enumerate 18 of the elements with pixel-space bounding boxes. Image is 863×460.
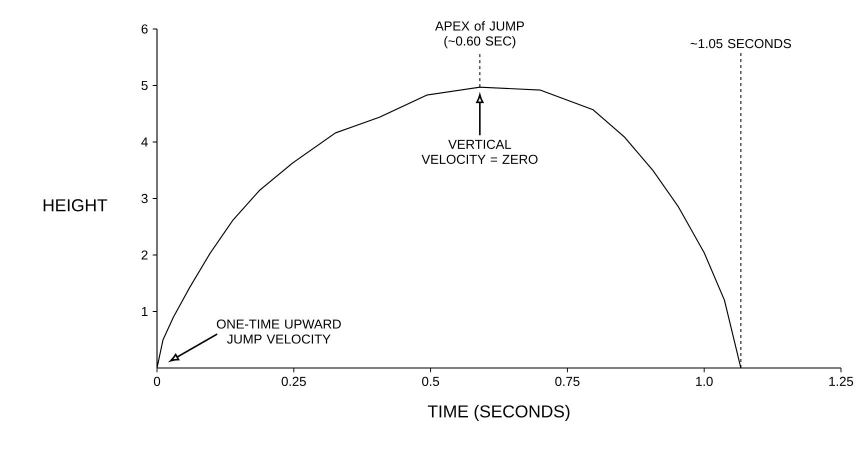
y-tick-label: 2 [142,250,148,260]
y-axis-title: HEIGHT [44,199,108,212]
x-tick-label: 0 [154,376,160,386]
x-tick-label: 0.75 [555,376,580,386]
y-tick-label: 3 [141,194,148,204]
y-tick-label: 5 [141,80,148,90]
x-tick-label: 0.5 [422,376,440,386]
annotation: ONE-TIME UPWARD JUMP VELOCITY [216,319,341,344]
ref-line-label: ~1.05 SECONDS [690,38,792,48]
x-axis-title: TIME (SECONDS) [428,404,570,421]
x-tick-label: 1.0 [696,376,713,386]
ref-line-label: APEX of JUMP (~0.60 SEC) [435,21,524,48]
y-tick-label: 1 [142,307,148,316]
x-tick-label: 0.25 [282,376,306,386]
y-tick-label: 6 [142,24,148,34]
x-tick-label: 1.25 [829,376,854,386]
annotation: VERTICAL VELOCITY = ZERO [422,140,538,164]
y-tick-label: 4 [141,138,148,146]
